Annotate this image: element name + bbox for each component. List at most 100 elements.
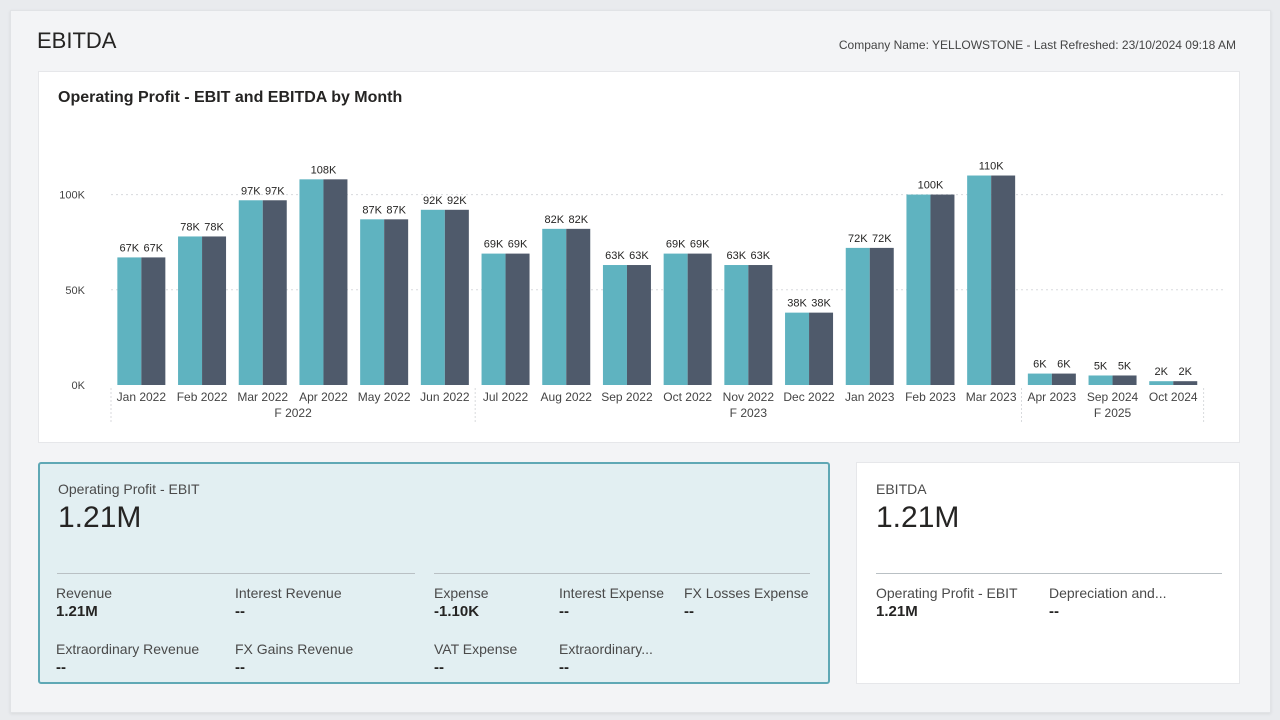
bar-chart[interactable]: 0K 50K 100K 67K 67K Jan 2022 78K 78K Feb 2022 97K… <box>39 72 1241 444</box>
x-tick-label: Jul 2022 <box>483 390 529 404</box>
data-label: 63K <box>727 250 747 262</box>
ebit-bar[interactable] <box>1149 381 1174 385</box>
ebit-bar[interactable] <box>785 312 810 385</box>
x-tick-label: Nov 2022 <box>723 390 775 404</box>
ebit-bar[interactable] <box>360 219 385 385</box>
data-label: 69K <box>508 239 528 251</box>
ebit-bar[interactable] <box>542 228 567 385</box>
revenue-label: Revenue <box>56 585 113 601</box>
data-label: 108K <box>311 164 337 176</box>
data-label: 82K <box>568 214 588 226</box>
ebit-bar[interactable] <box>117 257 142 385</box>
interest-revenue-label: Interest Revenue <box>235 585 342 601</box>
data-label: 69K <box>666 239 686 251</box>
ebitda-bar[interactable] <box>930 194 955 385</box>
extraordinary-expense-label: Extraordinary... <box>559 641 653 657</box>
data-label: 72K <box>872 233 892 245</box>
data-label: 87K <box>362 204 382 216</box>
data-label: 110K <box>979 161 1005 173</box>
ebitda-card[interactable]: EBITDA 1.21M Operating Profit - EBIT 1.2… <box>856 462 1240 684</box>
data-label: 2K <box>1155 366 1169 378</box>
vat-expense-label: VAT Expense <box>434 641 518 657</box>
ebitda-bar[interactable] <box>1112 375 1137 385</box>
ebitda-bar[interactable] <box>626 265 651 385</box>
ebitda-bar[interactable] <box>1051 373 1076 385</box>
x-tick-label: Apr 2022 <box>299 390 348 404</box>
data-label: 67K <box>144 242 164 254</box>
depreciation-label: Depreciation and... <box>1049 585 1167 601</box>
x-tick-label: Aug 2022 <box>541 390 593 404</box>
x-tick-label: Sep 2022 <box>601 390 653 404</box>
group-label: F 2025 <box>1094 406 1132 420</box>
ebit-bar[interactable] <box>1027 373 1052 385</box>
ebit-bar[interactable] <box>238 200 263 385</box>
chart-card[interactable]: Operating Profit - EBIT and EBITDA by Mo… <box>38 71 1240 443</box>
x-tick-label: Mar 2023 <box>966 390 1017 404</box>
fx-gains-revenue-value: -- <box>235 659 245 676</box>
interest-expense-value: -- <box>559 603 569 620</box>
x-tick-label: May 2022 <box>358 390 411 404</box>
interest-expense-label: Interest Expense <box>559 585 665 601</box>
x-tick-label: Apr 2023 <box>1027 390 1076 404</box>
ebitda-bar[interactable] <box>505 253 530 385</box>
data-label: 69K <box>484 239 504 251</box>
data-label: 78K <box>180 221 200 233</box>
expense-value: -1.10K <box>434 603 480 620</box>
interest-revenue-value: -- <box>235 603 245 620</box>
data-label: 78K <box>204 221 224 233</box>
vat-expense-value: -- <box>434 659 444 676</box>
ebitda-bar[interactable] <box>869 247 894 385</box>
data-label: 97K <box>265 185 285 197</box>
ebit-bar[interactable] <box>663 253 688 385</box>
y-tick-label: 50K <box>65 285 85 297</box>
ebit-bar[interactable] <box>906 194 931 385</box>
data-label: 63K <box>605 250 625 262</box>
ebit-card[interactable]: Operating Profit - EBIT 1.21M Revenue 1.… <box>38 462 830 684</box>
divider <box>57 573 415 574</box>
ebitda-bar[interactable] <box>202 236 227 385</box>
data-label: 63K <box>629 250 649 262</box>
refresh-info: Company Name: YELLOWSTONE - Last Refresh… <box>838 38 1236 52</box>
ebit-value: 1.21M <box>876 603 918 620</box>
ebit-bar[interactable] <box>724 265 749 385</box>
data-label: 72K <box>848 233 868 245</box>
ebitda-bar[interactable] <box>687 253 712 385</box>
ebit-bar[interactable] <box>967 175 992 385</box>
ebitda-bar[interactable] <box>384 219 409 385</box>
depreciation-value: -- <box>1049 603 1059 620</box>
ebit-bar[interactable] <box>420 209 445 385</box>
divider <box>876 573 1222 574</box>
ebit-bar[interactable] <box>602 265 627 385</box>
group-label: F 2022 <box>274 406 312 420</box>
page-title: EBITDA <box>37 28 117 53</box>
x-tick-label: Sep 2024 <box>1087 390 1139 404</box>
ebit-bar[interactable] <box>481 253 506 385</box>
fx-gains-revenue-label: FX Gains Revenue <box>235 641 354 657</box>
extraordinary-revenue-value: -- <box>56 659 66 676</box>
ebitda-bar[interactable] <box>991 175 1016 385</box>
ebitda-bar[interactable] <box>444 209 469 385</box>
ebit-bar[interactable] <box>178 236 203 385</box>
fx-losses-expense-value: -- <box>684 603 694 620</box>
ebitda-bar[interactable] <box>809 312 834 385</box>
x-tick-label: Feb 2023 <box>905 390 956 404</box>
data-label: 69K <box>690 239 710 251</box>
ebitda-bar[interactable] <box>748 265 773 385</box>
data-label: 5K <box>1094 360 1108 372</box>
ebitda-bar[interactable] <box>141 257 166 385</box>
ebitda-bar[interactable] <box>1173 381 1198 385</box>
x-tick-label: Oct 2024 <box>1149 390 1198 404</box>
ebitda-bar[interactable] <box>566 228 591 385</box>
revenue-value: 1.21M <box>56 603 98 620</box>
ebit-card-value: 1.21M <box>58 501 142 534</box>
x-tick-label: Jan 2023 <box>845 390 895 404</box>
ebitda-bar[interactable] <box>323 179 348 385</box>
data-label: 63K <box>751 250 771 262</box>
ebit-bar[interactable] <box>845 247 870 385</box>
ebit-bar[interactable] <box>1088 375 1113 385</box>
ebit-bar[interactable] <box>299 179 324 385</box>
data-label: 38K <box>787 298 807 310</box>
ebitda-card-value: 1.21M <box>876 501 960 534</box>
ebitda-bar[interactable] <box>262 200 287 385</box>
data-label: 92K <box>447 195 467 207</box>
